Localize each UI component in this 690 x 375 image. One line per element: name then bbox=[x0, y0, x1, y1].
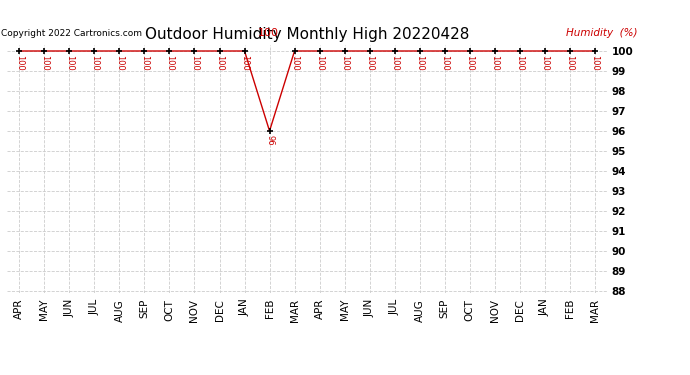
Text: 100: 100 bbox=[465, 55, 474, 71]
Text: 100: 100 bbox=[165, 55, 174, 71]
Text: 100: 100 bbox=[440, 55, 449, 71]
Text: 100: 100 bbox=[90, 55, 99, 71]
Text: 100: 100 bbox=[115, 55, 124, 71]
Text: 100: 100 bbox=[590, 55, 599, 71]
Text: 100: 100 bbox=[390, 55, 399, 71]
Title: Outdoor Humidity Monthly High 20220428: Outdoor Humidity Monthly High 20220428 bbox=[145, 27, 469, 42]
Text: 100: 100 bbox=[365, 55, 374, 71]
Text: 100: 100 bbox=[257, 28, 278, 38]
Text: Humidity  (%): Humidity (%) bbox=[566, 28, 638, 38]
Text: 100: 100 bbox=[415, 55, 424, 71]
Text: 100: 100 bbox=[515, 55, 524, 71]
Text: 100: 100 bbox=[15, 55, 24, 71]
Text: 100: 100 bbox=[490, 55, 499, 71]
Text: 100: 100 bbox=[340, 55, 349, 71]
Text: 100: 100 bbox=[540, 55, 549, 71]
Text: Copyright 2022 Cartronics.com: Copyright 2022 Cartronics.com bbox=[1, 28, 142, 38]
Text: 100: 100 bbox=[190, 55, 199, 71]
Text: 100: 100 bbox=[40, 55, 49, 71]
Text: 100: 100 bbox=[565, 55, 574, 71]
Text: 100: 100 bbox=[140, 55, 149, 71]
Text: 100: 100 bbox=[240, 55, 249, 71]
Text: 100: 100 bbox=[315, 55, 324, 71]
Text: 100: 100 bbox=[65, 55, 74, 71]
Text: 100: 100 bbox=[290, 55, 299, 71]
Text: 100: 100 bbox=[215, 55, 224, 71]
Text: 96: 96 bbox=[265, 135, 274, 146]
